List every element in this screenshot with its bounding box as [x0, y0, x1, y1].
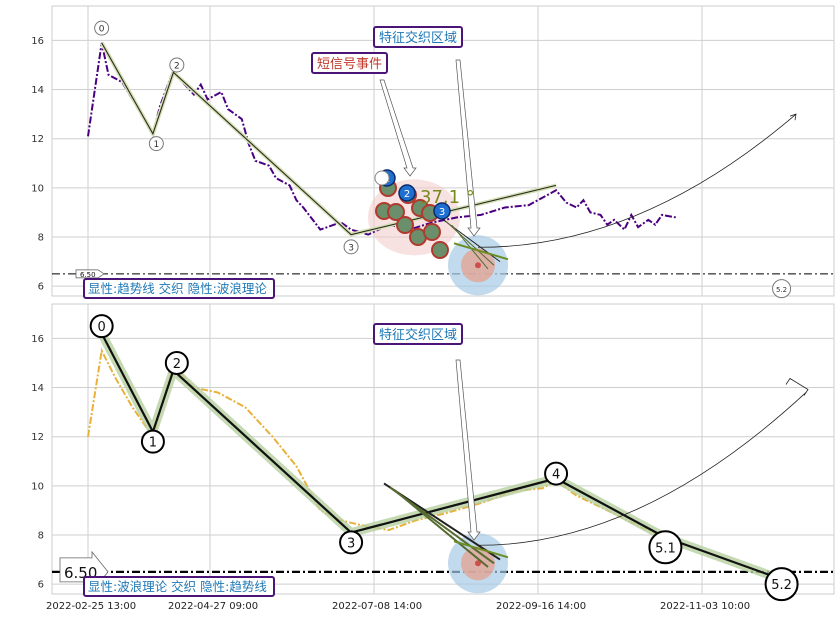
caption-text: 显性:波浪理论 交织 隐性:趋势线 [88, 579, 267, 594]
y-tick-label: 10 [31, 481, 44, 492]
feature-zone-annotation: 特征交织区域 [379, 30, 457, 46]
wave-label-circle [339, 530, 364, 555]
signal-marker-circle [433, 202, 451, 220]
caption-box [83, 576, 275, 597]
wave-label-circle [94, 20, 110, 36]
y-tick-label: 14 [31, 383, 44, 394]
x-tick-label: 2022-07-08 14:00 [332, 601, 422, 612]
trendline-line [101, 42, 557, 236]
wave-point-circle [374, 170, 390, 186]
short-signal-callout-arrow [379, 79, 417, 177]
wave-label-circle [164, 350, 189, 375]
x-tick-label: 2022-09-16 14:00 [496, 601, 586, 612]
y-tick-label: 8 [38, 233, 44, 244]
wave-label-text: 0 [99, 25, 105, 35]
wave-label-text: 2 [174, 61, 180, 71]
caption-text: 显性:趋势线 交织 隐性:波浪理论 [88, 281, 267, 296]
fan-line [445, 220, 495, 266]
forecast-arrowhead [789, 113, 797, 121]
y-tick-label: 12 [31, 134, 44, 145]
signal-bubble [396, 216, 414, 234]
wave-label-circle [148, 136, 164, 152]
forecast-arc [477, 392, 807, 546]
wave-label-text: 3 [348, 243, 354, 253]
angle-label: 37.1 ° [420, 187, 475, 208]
wave-label-text: 1 [149, 436, 157, 451]
y-tick-label: 16 [31, 334, 44, 345]
wave-label-circle [648, 530, 683, 565]
feature-zone-callout-arrow [455, 59, 481, 237]
wave-label-text: 2 [173, 357, 181, 372]
caption-box [83, 278, 275, 299]
wave-label-text: 5.2 [776, 286, 787, 294]
y-tick-label: 8 [38, 531, 44, 542]
wave-label-text: 4 [552, 468, 560, 483]
signal-bubble [431, 241, 449, 259]
wave-label-circle [343, 239, 359, 255]
forecast-arc [477, 113, 797, 248]
x-tick-label: 2022-11-03 10:00 [660, 601, 750, 612]
forecast-flag [785, 377, 809, 396]
reference-line-flag [75, 269, 105, 279]
y-tick-label: 10 [31, 183, 44, 194]
feature-zone-center [475, 560, 481, 567]
y-tick-label: 16 [31, 36, 44, 47]
fan-line [395, 490, 489, 568]
wave-label-circle [544, 461, 569, 486]
wave-label-text: 1 [153, 140, 159, 150]
feature-zone-annotation-box [373, 323, 463, 345]
wave-label-circle [772, 279, 792, 299]
signal-marker-label: 3 [439, 207, 445, 218]
y-tick-label: 14 [31, 85, 44, 96]
wave-label-text: 3 [347, 536, 355, 551]
y-tick-label: 6 [38, 580, 44, 591]
wave-label-text: 5.1 [655, 541, 676, 556]
green-arrow-line [453, 242, 509, 261]
feature-zone-callout-arrow [455, 359, 481, 541]
short-signal-annotation: 短信号事件 [317, 57, 382, 72]
feature-zone-center [475, 262, 481, 269]
signal-marker-label: 2 [404, 189, 410, 200]
reference-line-label: 6.50 [80, 271, 96, 279]
signal-bubble [387, 203, 405, 221]
plot-frame [51, 303, 835, 595]
x-tick-label: 2022-04-27 09:00 [168, 601, 258, 612]
green-arrow-line [453, 540, 509, 559]
signal-bubble [423, 223, 441, 241]
y-tick-label: 6 [38, 282, 44, 293]
wave-label-circle [764, 567, 799, 602]
feature-zone-annotation: 特征交织区域 [379, 327, 457, 343]
short-signal-annotation-box [311, 52, 388, 74]
wave-label-circle [169, 57, 185, 73]
feature-zone-annotation-box [373, 26, 463, 48]
signal-marker-circle [398, 184, 416, 202]
wave-label-text: 5.2 [771, 578, 792, 593]
wave-label-circle [140, 429, 165, 454]
y-tick-label: 12 [31, 432, 44, 443]
x-tick-label: 2022-02-25 13:00 [46, 601, 136, 612]
wave-label-circle [89, 314, 114, 339]
wave-label-text: 0 [98, 320, 106, 335]
